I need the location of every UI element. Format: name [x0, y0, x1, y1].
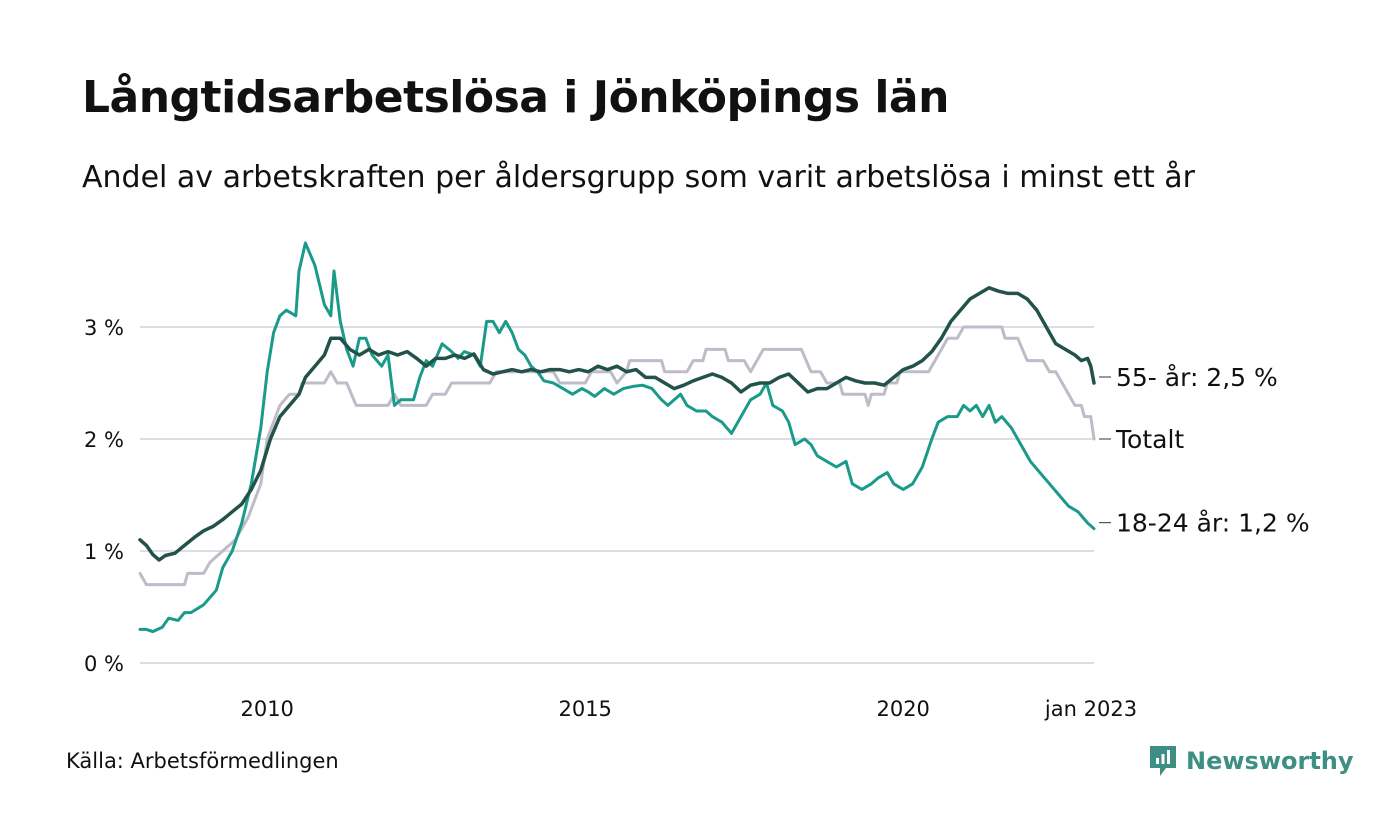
x-tick-label: 2010	[240, 697, 293, 721]
chart-subtitle: Andel av arbetskraften per åldersgrupp s…	[82, 160, 1195, 195]
y-tick-label: 3 %	[84, 316, 124, 340]
x-tick-label: jan 2023	[1044, 697, 1137, 721]
y-tick-label: 1 %	[84, 540, 124, 564]
series-end-labels: Totalt 18-24 år: 1,2 % 55- år: 2,5 %	[1099, 363, 1310, 538]
series-end-label: 55- år: 2,5 %	[1116, 363, 1278, 392]
y-tick-label: 2 %	[84, 428, 124, 452]
x-axis-tick-labels: 2010 2015 2020 jan 2023	[240, 697, 1137, 721]
x-tick-label: 2020	[876, 697, 929, 721]
brand: Newsworthy	[1148, 744, 1354, 778]
brand-name: Newsworthy	[1186, 747, 1354, 775]
newsworthy-logo-icon	[1150, 746, 1176, 776]
series-end-label: 18-24 år: 1,2 %	[1116, 509, 1310, 538]
series-line-1	[138, 325, 1096, 587]
series-line-3	[138, 286, 1096, 562]
series-lines	[138, 241, 1096, 634]
x-tick-label: 2015	[558, 697, 611, 721]
y-axis-tick-labels: 0 % 1 % 2 % 3 %	[84, 316, 124, 676]
source-note: Källa: Arbetsförmedlingen	[66, 749, 339, 773]
series-line-2	[138, 241, 1096, 634]
series-end-label: Totalt	[1115, 425, 1184, 454]
grid-lines	[140, 326, 1094, 664]
chart-title: Långtidsarbetslösa i Jönköpings län	[82, 72, 949, 123]
y-tick-label: 0 %	[84, 652, 124, 676]
